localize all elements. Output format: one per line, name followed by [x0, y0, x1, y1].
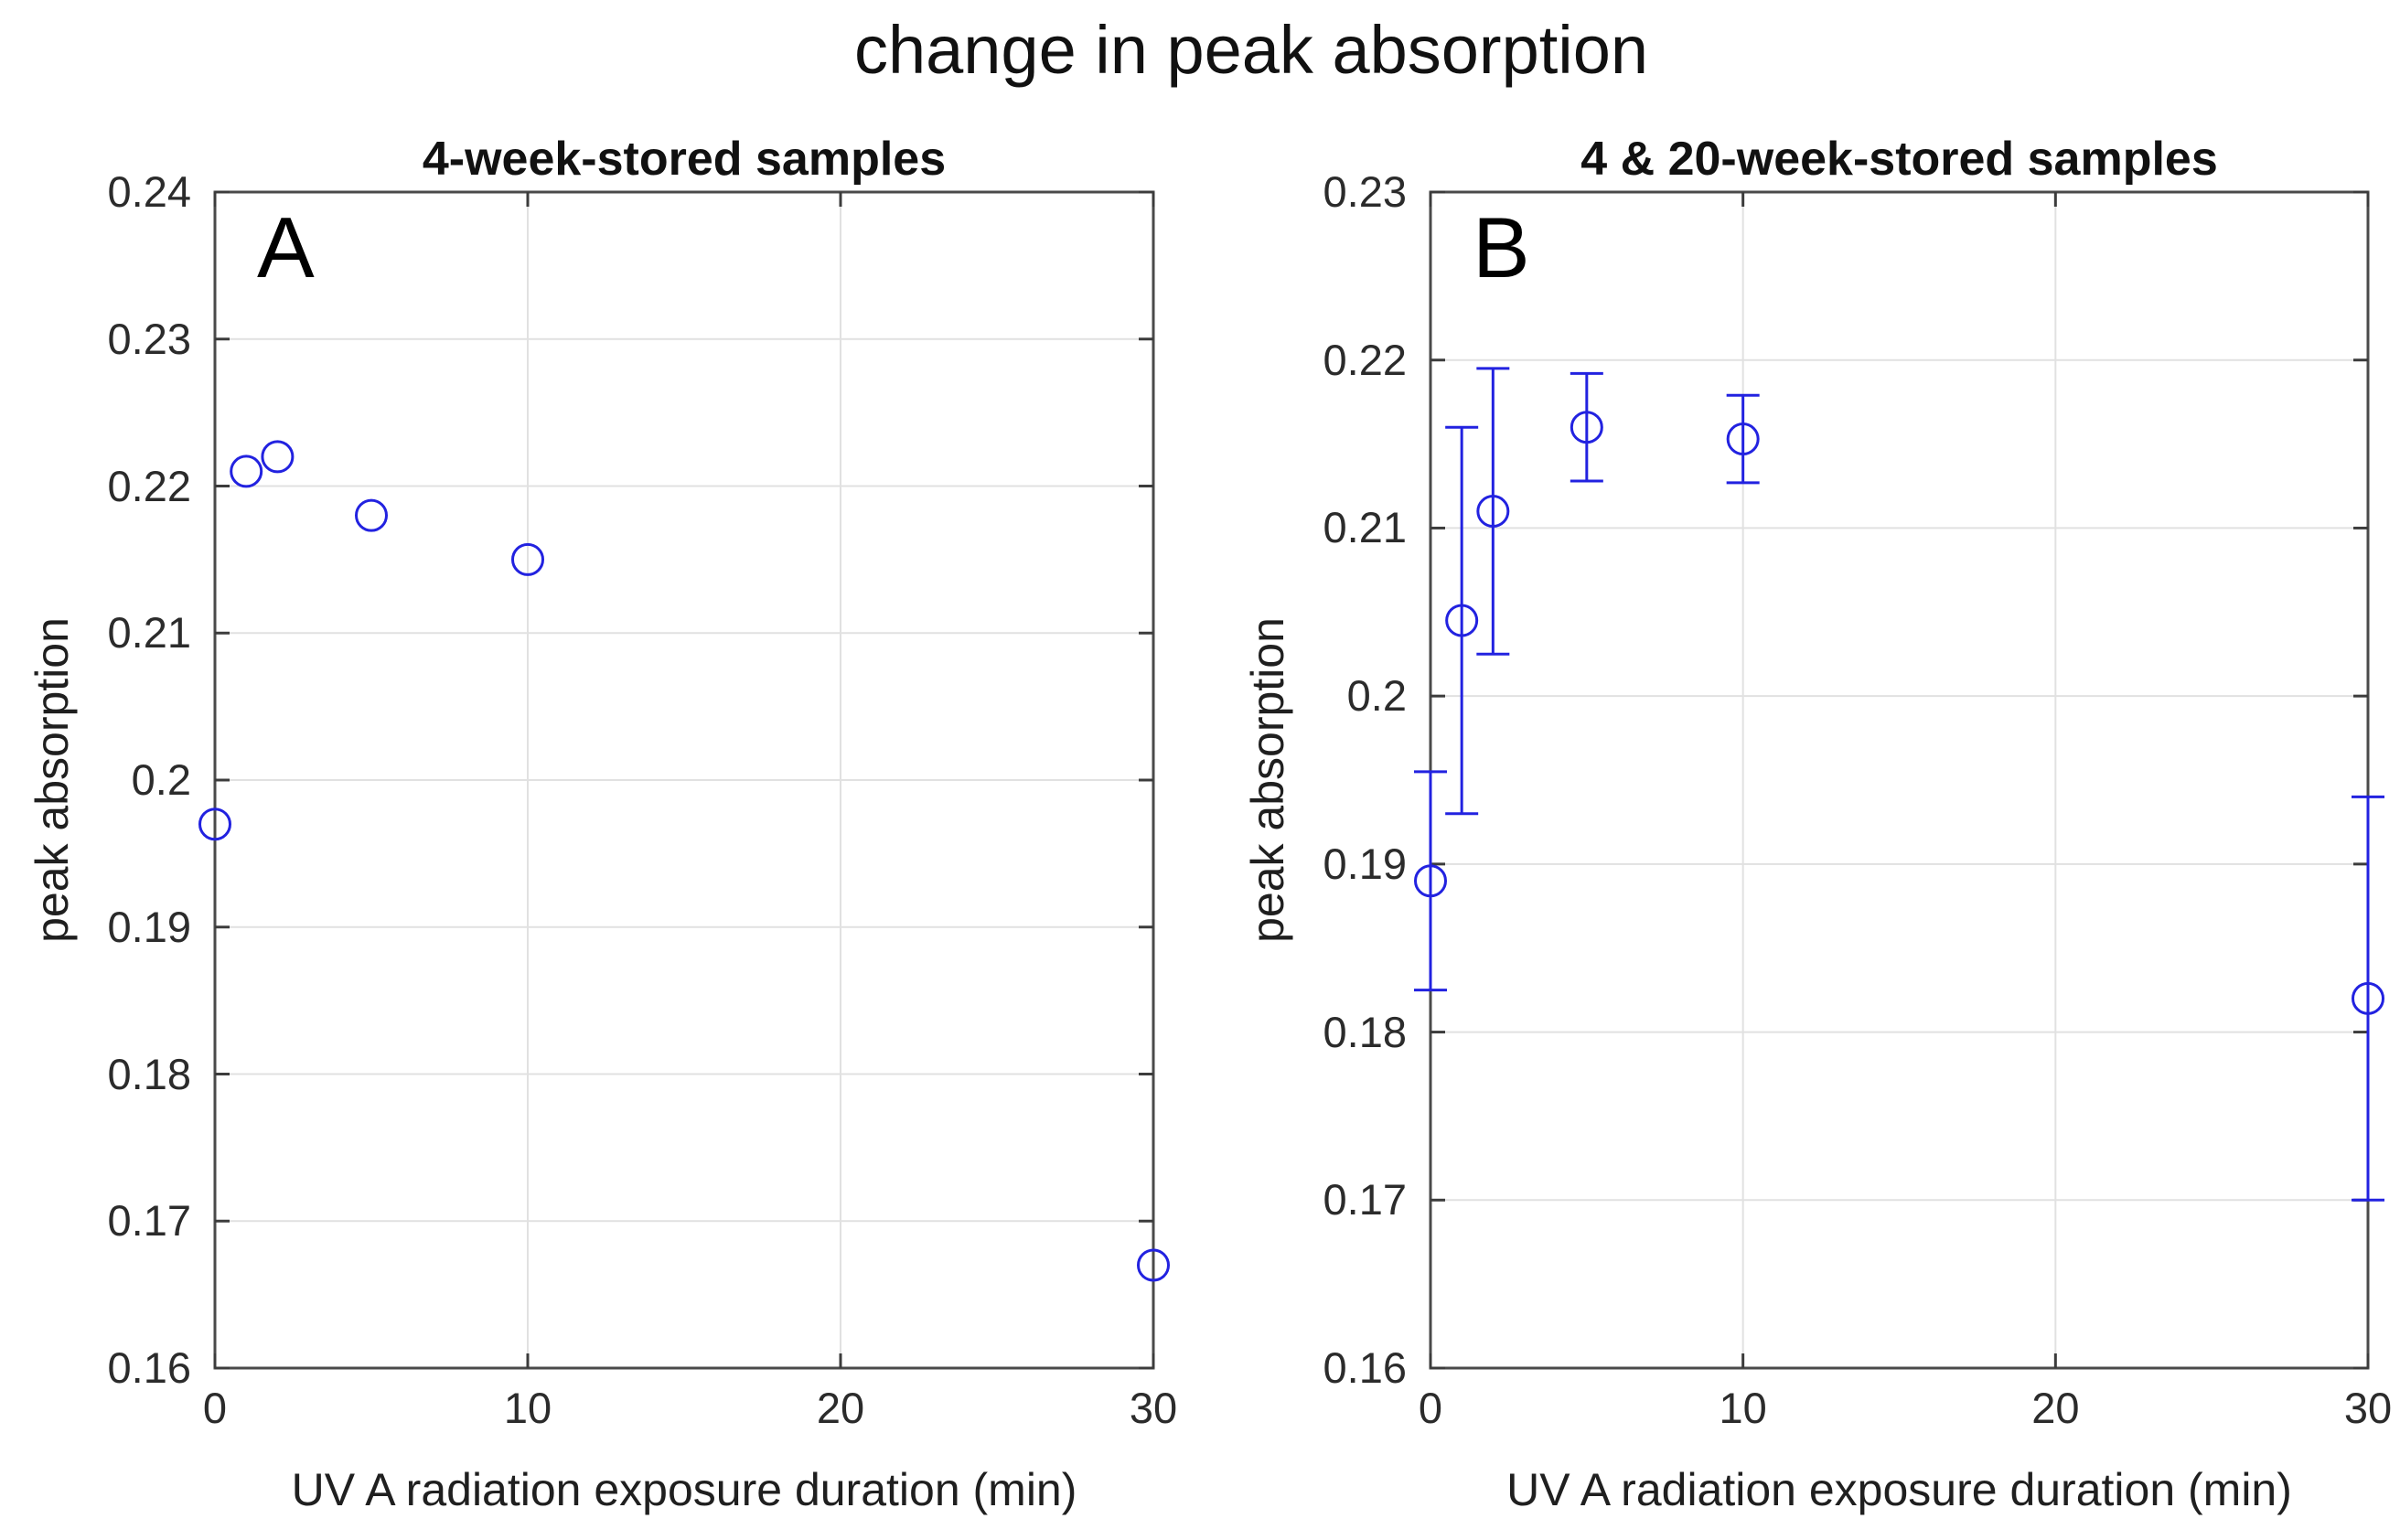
plot-area-svg	[1414, 190, 2384, 1370]
y-tick-label: 0.23	[107, 314, 191, 363]
x-tick-label: 20	[816, 1384, 865, 1432]
x-axis-label: UV A radiation exposure duration (min)	[1506, 1464, 2292, 1515]
y-tick-label: 0.2	[1346, 671, 1407, 721]
y-tick-label: 0.17	[107, 1196, 191, 1246]
y-tick-label: 0.17	[1323, 1175, 1407, 1225]
y-tick-label: 0.21	[1323, 503, 1407, 552]
y-tick-label: 0.22	[107, 461, 191, 510]
x-tick-label: 10	[503, 1384, 552, 1432]
data-point-circle	[1476, 495, 1510, 529]
x-tick-label: 10	[1719, 1384, 1767, 1432]
x-tick-label: 30	[1129, 1384, 1178, 1432]
data-point-circle	[1726, 422, 1760, 456]
data-point-circle	[1414, 864, 1447, 898]
y-tick-label: 0.18	[1323, 1007, 1407, 1056]
y-tick-label: 0.16	[107, 1343, 191, 1392]
y-tick-label: 0.21	[107, 608, 191, 658]
panel-letter: B	[1473, 199, 1530, 295]
figure-title: change in peak absorption	[853, 12, 1649, 88]
y-tick-label: 0.24	[107, 167, 191, 216]
x-tick-label: 0	[1418, 1384, 1443, 1432]
axis-box	[1429, 190, 2370, 1370]
data-point-circle	[1137, 1248, 1170, 1282]
panel-title: 4 & 20-week-stored samples	[1580, 133, 2218, 186]
data-point-circle	[198, 807, 231, 841]
data-point-circle	[261, 440, 295, 474]
y-axis-label: peak absorption	[1242, 617, 1293, 943]
y-tick-label: 0.19	[107, 902, 191, 951]
data-point-circle	[2352, 981, 2384, 1015]
data-point-circle	[230, 455, 263, 488]
data-point-circle	[1445, 604, 1479, 637]
panel-letter: A	[257, 199, 315, 295]
x-tick-label: 20	[2031, 1384, 2080, 1432]
y-tick-label: 0.19	[1323, 839, 1407, 888]
y-tick-label: 0.22	[1323, 335, 1407, 384]
x-axis-label: UV A radiation exposure duration (min)	[291, 1464, 1077, 1515]
data-point-circle	[1570, 411, 1603, 444]
x-tick-label: 30	[2343, 1384, 2393, 1432]
y-tick-label: 0.23	[1323, 167, 1407, 216]
data-point-circle	[511, 542, 544, 576]
y-tick-label: 0.18	[107, 1049, 191, 1098]
x-tick-label: 0	[202, 1384, 228, 1432]
plot-area-svg	[198, 190, 1170, 1370]
y-tick-label: 0.2	[131, 755, 191, 804]
y-tick-label: 0.16	[1323, 1343, 1407, 1392]
panel-title: 4-week-stored samples	[422, 133, 947, 186]
data-point-circle	[355, 498, 388, 532]
